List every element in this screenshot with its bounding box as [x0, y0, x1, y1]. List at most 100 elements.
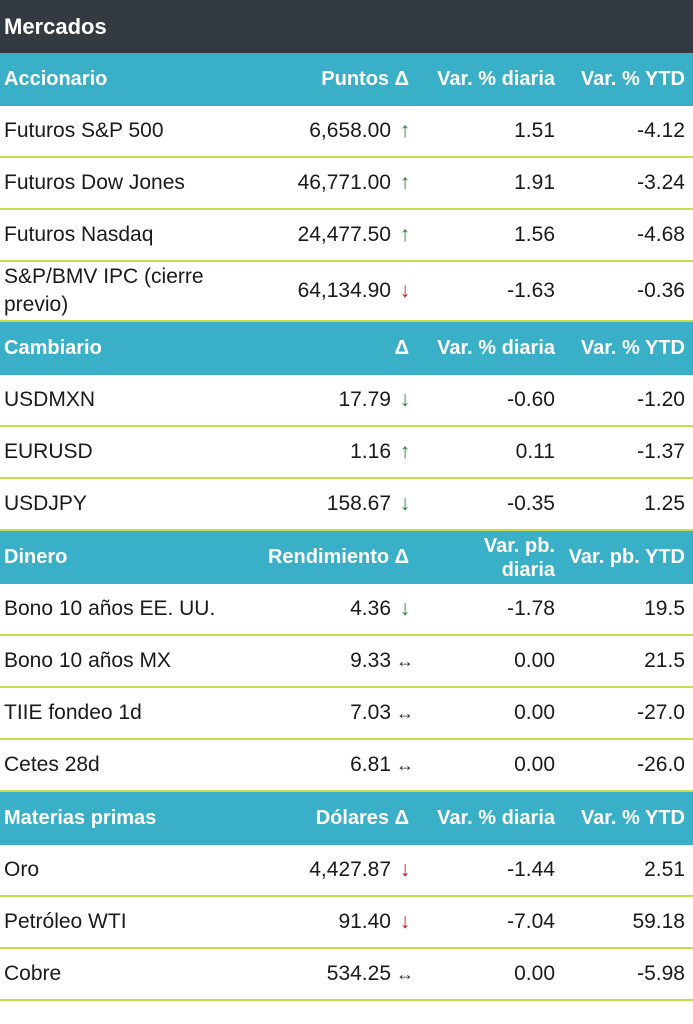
- row-value: 9.33: [350, 649, 391, 672]
- row-ytd: 1.25: [644, 492, 685, 515]
- row-value: 6.81: [350, 753, 391, 776]
- arrow-down-icon: ↓: [399, 279, 411, 302]
- table-row: Futuros Dow Jones 46,771.00 ↑ 1.91 -3.24: [0, 158, 693, 210]
- row-ytd: -1.37: [637, 440, 685, 463]
- table-row: USDJPY 158.67 ↓ -0.35 1.25: [0, 479, 693, 531]
- row-name: Cobre: [4, 962, 62, 985]
- table-row: Oro 4,427.87 ↓ -1.44 2.51: [0, 845, 693, 897]
- column-header-daily-line1: Var. pb.: [483, 534, 555, 557]
- section-title: Dinero: [4, 546, 68, 568]
- column-header-daily-line2: diaria: [501, 558, 555, 581]
- column-header-ytd: Var. % YTD: [580, 68, 685, 90]
- row-value: 4.36: [350, 597, 391, 620]
- row-value: 17.79: [338, 388, 391, 411]
- page-title: Mercados: [0, 0, 693, 53]
- row-ytd: 2.51: [644, 858, 685, 881]
- column-header-ytd: Var. pb. YTD: [568, 546, 685, 568]
- arrow-flat-icon: ↔: [396, 754, 414, 775]
- row-name: Cetes 28d: [4, 753, 100, 776]
- row-name: Petróleo WTI: [4, 910, 127, 933]
- row-name: USDMXN: [4, 388, 96, 411]
- row-value: 1.16: [350, 440, 391, 463]
- table-row: Bono 10 años MX 9.33 ↔ 0.00 21.5: [0, 636, 693, 688]
- section-header-accionario: Accionario Puntos Δ Var. % diaria Var. %…: [0, 53, 693, 106]
- table-row: Cetes 28d 6.81 ↔ 0.00 -26.0: [0, 740, 693, 792]
- row-name: Bono 10 años EE. UU.: [4, 597, 216, 620]
- row-daily: 0.00: [514, 649, 555, 672]
- arrow-down-icon: ↓: [399, 910, 411, 933]
- column-header-value: Rendimiento Δ: [267, 546, 409, 568]
- table-row: TIIE fondeo 1d 7.03 ↔ 0.00 -27.0: [0, 688, 693, 740]
- row-ytd: -1.20: [637, 388, 685, 411]
- row-daily: 0.00: [514, 701, 555, 724]
- row-daily: 1.91: [514, 171, 555, 194]
- row-value: 91.40: [338, 910, 391, 933]
- row-daily: -7.04: [507, 910, 555, 933]
- section-header-materias-primas: Materias primas Dólares Δ Var. % diaria …: [0, 792, 693, 845]
- row-daily: 1.51: [514, 119, 555, 142]
- section-title: Materias primas: [4, 807, 157, 829]
- row-ytd: 19.5: [644, 597, 685, 620]
- section-header-dinero: Dinero Rendimiento Δ Var. pb. diaria Var…: [0, 531, 693, 584]
- arrow-up-icon: ↑: [399, 223, 411, 246]
- table-row: Futuros Nasdaq 24,477.50 ↑ 1.56 -4.68: [0, 210, 693, 262]
- arrow-down-icon: ↓: [399, 858, 411, 881]
- row-daily: 0.00: [514, 962, 555, 985]
- row-name: Futuros Nasdaq: [4, 223, 154, 246]
- row-daily: -1.78: [507, 597, 555, 620]
- row-ytd: 21.5: [644, 649, 685, 672]
- row-name: S&P/BMV IPC (cierre previo): [4, 265, 204, 316]
- row-name: Futuros Dow Jones: [4, 171, 185, 194]
- column-header-daily: Var. % diaria: [437, 807, 555, 829]
- row-daily: -0.35: [507, 492, 555, 515]
- markets-table: Mercados Accionario Puntos Δ Var. % diar…: [0, 0, 693, 1001]
- row-value: 534.25: [326, 962, 391, 985]
- row-value: 158.67: [326, 492, 391, 515]
- row-value: 46,771.00: [297, 171, 391, 194]
- row-value: 64,134.90: [297, 279, 391, 302]
- arrow-up-icon: ↑: [399, 171, 411, 194]
- column-header-daily: Var. pb. diaria: [419, 534, 555, 582]
- row-name: Oro: [4, 858, 40, 881]
- arrow-flat-icon: ↔: [396, 963, 414, 984]
- row-value: 7.03: [350, 701, 391, 724]
- row-ytd: -0.36: [637, 279, 685, 302]
- row-name: Futuros S&P 500: [4, 119, 164, 142]
- row-value: 24,477.50: [297, 223, 391, 246]
- row-ytd: -27.0: [637, 701, 685, 724]
- arrow-down-icon: ↓: [399, 492, 411, 515]
- column-header-value: Δ: [394, 337, 409, 359]
- column-header-value: Puntos Δ: [321, 68, 409, 90]
- row-daily: 1.56: [514, 223, 555, 246]
- row-name: Bono 10 años MX: [4, 649, 171, 672]
- arrow-flat-icon: ↔: [396, 650, 414, 671]
- arrow-up-icon: ↑: [399, 119, 411, 142]
- table-row: Cobre 534.25 ↔ 0.00 -5.98: [0, 949, 693, 1001]
- row-ytd: 59.18: [632, 910, 685, 933]
- column-header-daily: Var. % diaria: [437, 68, 555, 90]
- row-daily: -0.60: [507, 388, 555, 411]
- table-row: S&P/BMV IPC (cierre previo) 64,134.90 ↓ …: [0, 262, 693, 322]
- row-name: USDJPY: [4, 492, 87, 515]
- arrow-down-icon: ↓: [399, 388, 411, 411]
- column-header-daily: Var. % diaria: [437, 337, 555, 359]
- table-row: Petróleo WTI 91.40 ↓ -7.04 59.18: [0, 897, 693, 949]
- row-name: EURUSD: [4, 440, 93, 463]
- row-daily: 0.00: [514, 753, 555, 776]
- table-row: USDMXN 17.79 ↓ -0.60 -1.20: [0, 375, 693, 427]
- row-daily: -1.44: [507, 858, 555, 881]
- row-ytd: -4.12: [637, 119, 685, 142]
- row-name: TIIE fondeo 1d: [4, 701, 142, 724]
- column-header-value: Dólares Δ: [315, 807, 409, 829]
- row-ytd: -4.68: [637, 223, 685, 246]
- row-value: 6,658.00: [309, 119, 391, 142]
- row-ytd: -3.24: [637, 171, 685, 194]
- row-value: 4,427.87: [309, 858, 391, 881]
- table-row: Futuros S&P 500 6,658.00 ↑ 1.51 -4.12: [0, 106, 693, 158]
- arrow-down-icon: ↓: [399, 597, 411, 620]
- row-daily: 0.11: [515, 440, 555, 463]
- table-row: EURUSD 1.16 ↑ 0.11 -1.37: [0, 427, 693, 479]
- row-ytd: -5.98: [637, 962, 685, 985]
- column-header-ytd: Var. % YTD: [580, 807, 685, 829]
- row-ytd: -26.0: [637, 753, 685, 776]
